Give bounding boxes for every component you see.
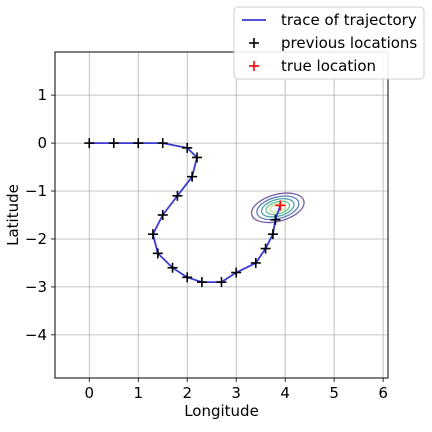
- uncertainty-ellipses: [250, 192, 305, 224]
- previous-location-point: [216, 277, 227, 288]
- previous-location-point: [260, 243, 271, 254]
- plot-frame: [54, 51, 389, 379]
- uncertainty-ellipse: [256, 195, 300, 221]
- previous-location-point: [108, 138, 119, 149]
- previous-location-point: [182, 142, 193, 153]
- legend: trace of trajectory previous locations tru…: [233, 6, 425, 80]
- y-tick-label: −2: [25, 230, 47, 248]
- legend-plus-swatch: [249, 61, 259, 71]
- previous-location-point: [231, 267, 242, 278]
- previous-location-point: [182, 272, 193, 283]
- previous-location-point: [84, 138, 95, 149]
- legend-label: true location: [281, 57, 376, 75]
- x-tick-label: 3: [231, 384, 241, 402]
- previous-location-point: [196, 277, 207, 288]
- previous-location-point: [270, 214, 281, 225]
- y-tick-label: −3: [25, 278, 47, 296]
- x-axis-label: Longitude: [184, 402, 259, 420]
- x-tick-label: 1: [133, 384, 143, 402]
- y-axis-ticks: 1 0 −1 −2 −3 −4: [25, 86, 55, 344]
- legend-label: trace of trajectory: [281, 11, 417, 29]
- previous-location-point: [167, 262, 178, 273]
- previous-location-point: [250, 257, 261, 268]
- previous-location-point: [157, 138, 168, 149]
- uncertainty-ellipse: [265, 200, 291, 216]
- previous-location-point: [133, 138, 144, 149]
- x-tick-label: 5: [329, 384, 339, 402]
- legend-box: [233, 6, 425, 80]
- previous-location-point: [192, 152, 203, 163]
- true-location-point: [275, 200, 286, 211]
- x-tick-label: 2: [182, 384, 192, 402]
- uncertainty-ellipse: [260, 198, 295, 218]
- legend-label: previous locations: [281, 34, 417, 52]
- x-tick-label: 4: [280, 384, 290, 402]
- grid-lines: [55, 52, 388, 378]
- previous-location-point: [152, 248, 163, 259]
- y-tick-label: −1: [25, 182, 47, 200]
- x-axis-ticks: 0 1 2 3 4 5 6: [85, 378, 388, 402]
- previous-location-point: [267, 229, 278, 240]
- plot-series: [84, 138, 286, 288]
- uncertainty-ellipse: [250, 192, 305, 224]
- previous-location-point: [157, 210, 168, 220]
- previous-location-point: [147, 229, 158, 240]
- y-tick-label: 0: [37, 134, 47, 152]
- y-tick-label: −4: [25, 326, 47, 344]
- previous-location-point: [187, 171, 198, 182]
- x-tick-label: 6: [378, 384, 388, 402]
- legend-plus-swatch: [249, 38, 259, 48]
- y-axis-label: Latitude: [4, 184, 22, 246]
- x-tick-label: 0: [85, 384, 95, 402]
- previous-location-point: [172, 190, 183, 201]
- y-tick-label: 1: [37, 86, 47, 104]
